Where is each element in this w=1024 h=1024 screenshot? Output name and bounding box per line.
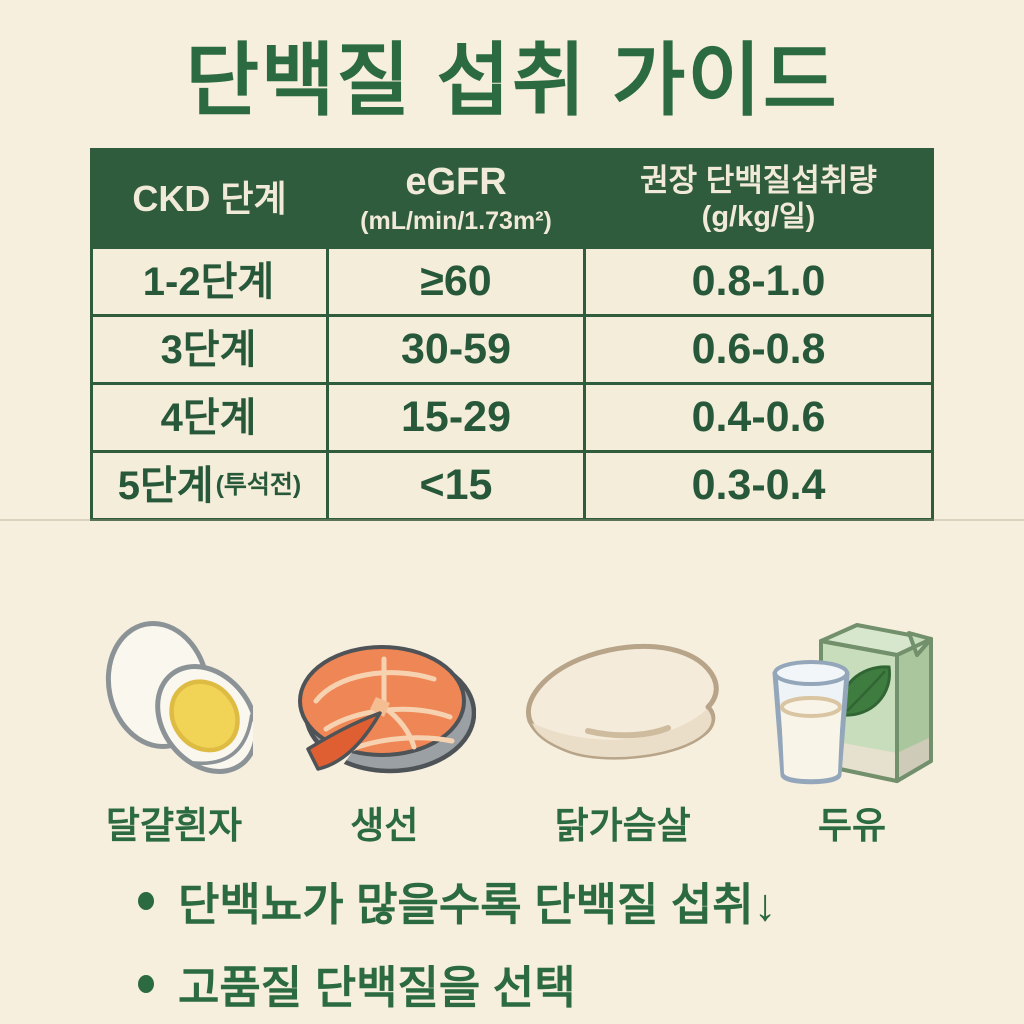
food-label-fish: 생선 xyxy=(350,805,419,846)
table-row-2-egfr: 30-59 xyxy=(329,317,583,382)
food-label-chicken-breast: 닭가슴살 xyxy=(554,805,691,846)
col-header-protein: 권장 단백질섭취량 (g/kg/일) xyxy=(586,151,931,246)
col-header-egfr-label: eGFR xyxy=(405,160,507,203)
soy-milk-icon-box xyxy=(769,593,935,785)
note-text: 고품질 단백질을 선택 xyxy=(178,962,576,1013)
bullet-dot-icon xyxy=(138,974,154,993)
table-row-4-protein: 0.3-0.4 xyxy=(586,453,931,518)
stage-text: 3단계 xyxy=(160,327,257,372)
fish-icon-box xyxy=(292,593,477,785)
divider-line xyxy=(0,519,1024,521)
table-row-1-protein: 0.8-1.0 xyxy=(586,249,931,314)
col-header-protein-unit: (g/kg/일) xyxy=(701,200,816,233)
col-header-ckd-stage: CKD 단계 xyxy=(93,151,326,246)
table-row-3-stage: 4단계 xyxy=(93,385,326,450)
page-title: 단백질 섭취 가이드 xyxy=(185,36,839,125)
bullet-dot-icon xyxy=(138,891,154,910)
boiled-egg-icon xyxy=(105,621,253,774)
stage-text: 4단계 xyxy=(160,395,257,440)
note-item-quality: 고품질 단백질을 선택 xyxy=(138,951,776,1016)
note-item-proteinuria: 단백뇨가 많을수록 단백질 섭취↓ xyxy=(138,868,776,933)
soy-milk-icon xyxy=(772,623,933,785)
stage-text: 1-2단계 xyxy=(142,259,275,304)
chicken-breast-icon xyxy=(525,643,719,760)
table-row-4-stage: 5단계 (투석전) xyxy=(93,453,326,518)
notes-list: 단백뇨가 많을수록 단백질 섭취↓ 고품질 단백질을 선택 xyxy=(138,868,776,1024)
col-header-egfr: eGFR (mL/min/1.73m²) xyxy=(329,151,583,246)
food-examples-row: 달걀흰자 xyxy=(95,593,935,849)
chicken-icon-box xyxy=(516,593,730,785)
table-row-2-protein: 0.6-0.8 xyxy=(586,317,931,382)
col-header-protein-label: 권장 단백질섭취량 xyxy=(640,162,877,198)
col-header-egfr-unit: (mL/min/1.73m²) xyxy=(360,206,552,235)
salmon-steak-icon xyxy=(298,645,477,774)
table-row-1-stage: 1-2단계 xyxy=(93,249,326,314)
food-item-soy-milk: 두유 xyxy=(769,593,935,849)
table-row-2-stage: 3단계 xyxy=(93,317,326,382)
table-row-3-protein: 0.4-0.6 xyxy=(586,385,931,450)
table-row-4-egfr: <15 xyxy=(329,453,583,518)
stage-text: 5단계 xyxy=(117,463,214,508)
food-label-soy-milk: 두유 xyxy=(817,805,887,846)
food-label-egg-white: 달걀흰자 xyxy=(105,805,243,846)
table-row-1-egfr: ≥60 xyxy=(329,249,583,314)
food-item-egg-white: 달걀흰자 xyxy=(95,593,253,849)
egg-icon-box xyxy=(95,593,253,785)
col-header-ckd-stage-label: CKD 단계 xyxy=(132,177,287,219)
stage-note: (투석전) xyxy=(215,470,302,499)
table-row-3-egfr: 15-29 xyxy=(329,385,583,450)
note-text: 단백뇨가 많을수록 단백질 섭취↓ xyxy=(178,879,777,930)
food-item-chicken-breast: 닭가슴살 xyxy=(516,593,730,849)
food-item-fish: 생선 xyxy=(292,593,477,849)
ckd-protein-table: CKD 단계 eGFR (mL/min/1.73m²) 권장 단백질섭취량 (g… xyxy=(90,148,934,521)
